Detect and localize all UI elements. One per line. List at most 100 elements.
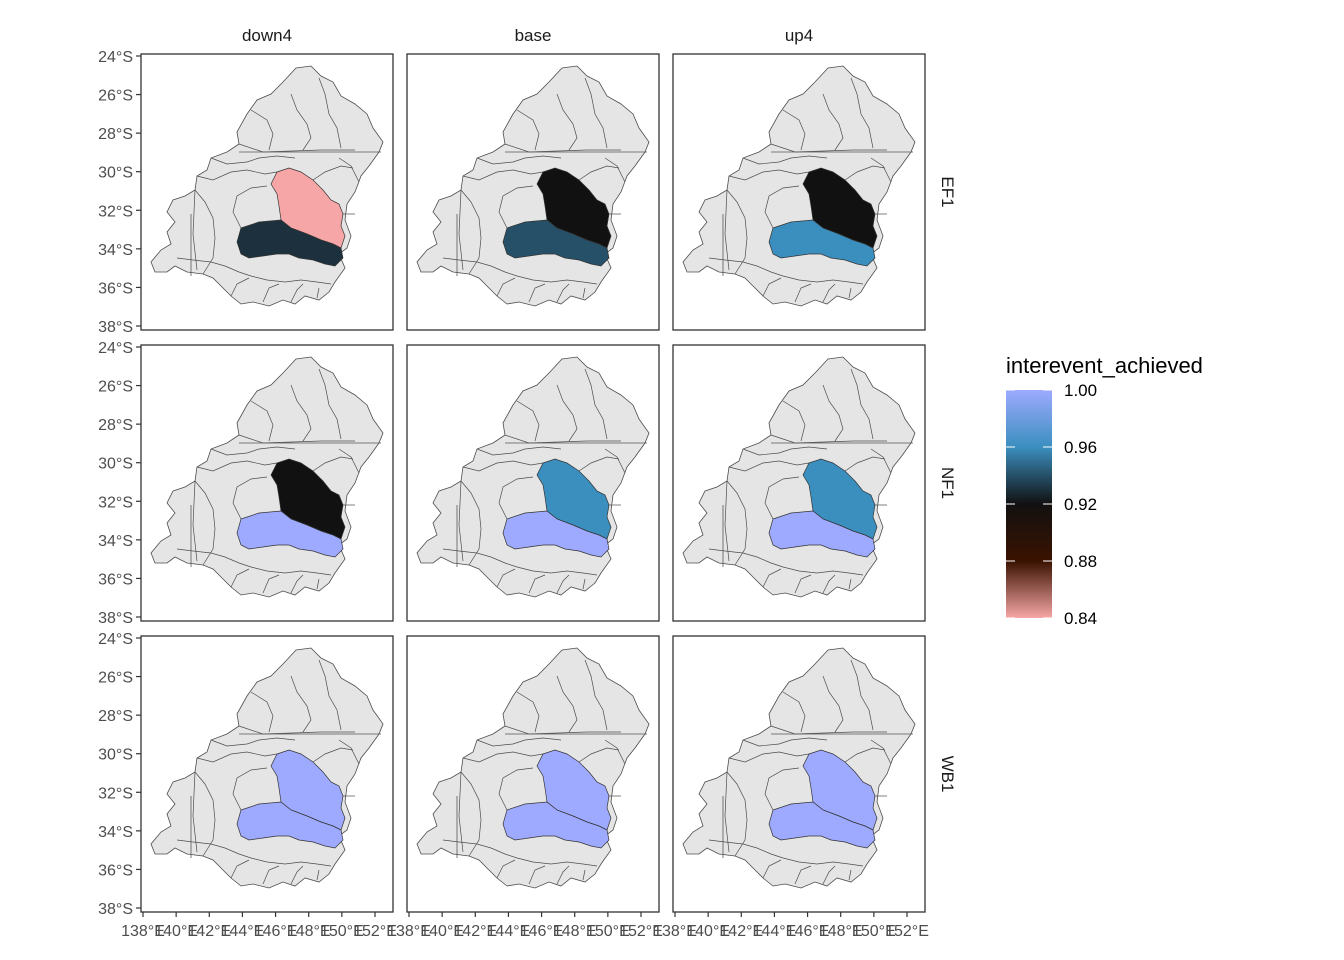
catchment-boundary	[496, 277, 516, 297]
map-panel-ef1-up4	[672, 53, 926, 331]
x-tick-label: 138°E	[653, 923, 697, 940]
x-tick-label: 146°E	[786, 923, 830, 940]
catchment-boundary	[192, 480, 198, 562]
catchment-boundary	[312, 165, 354, 181]
north-catchment-fill	[802, 458, 878, 540]
column-strips: down4 base up4	[242, 26, 813, 45]
catchment-boundary	[312, 747, 354, 763]
north-catchment-fill	[536, 458, 612, 540]
x-tick-label: 146°E	[254, 923, 298, 940]
legend-break-label: 0.88	[1064, 552, 1097, 571]
legend-ticks: 1.00 0.96 0.92 0.88 0.84	[1006, 381, 1097, 628]
y-tick-label: 36°S	[98, 862, 133, 879]
x-tick-label: 152°E	[885, 923, 929, 940]
catchment-boundary	[762, 277, 782, 297]
catchment-boundary	[604, 157, 626, 183]
y-tick-label: 30°S	[98, 456, 133, 473]
catchment-boundary	[442, 257, 598, 285]
catchment-boundary	[476, 155, 562, 165]
catchment-boundary	[794, 865, 812, 885]
catchment-boundary	[822, 93, 844, 151]
catchment-boundary	[462, 169, 544, 181]
catchment-boundary	[870, 739, 892, 765]
map-panel-nf1-base	[406, 344, 660, 622]
x-tick-label: 146°E	[520, 923, 564, 940]
catchment-boundary	[194, 480, 216, 566]
x-tick-label: 152°E	[619, 923, 663, 940]
north-catchment-fill	[802, 749, 878, 831]
x-tick-label: 142°E	[453, 923, 497, 940]
catchment-boundary	[458, 771, 464, 853]
catchment-boundary	[476, 446, 562, 456]
y-tick-label: 26°S	[98, 88, 133, 105]
legend-break-label: 0.84	[1064, 609, 1097, 628]
catchment-boundary	[528, 574, 546, 594]
south-catchment-fill	[768, 801, 876, 849]
catchment-boundary	[528, 865, 546, 885]
catchment-boundary	[262, 865, 280, 885]
catchment-boundary	[726, 189, 748, 275]
catchment-boundary	[210, 737, 296, 747]
catchment-boundary	[782, 691, 806, 733]
catchment-boundary	[582, 287, 586, 299]
catchment-boundary	[262, 574, 280, 594]
y-tick-label: 24°S	[98, 49, 133, 66]
catchment-boundary	[584, 77, 608, 149]
catchment-boundary	[742, 737, 828, 747]
catchment-boundary	[764, 476, 800, 520]
catchment-boundary	[724, 480, 730, 562]
south-catchment-fill	[236, 801, 344, 849]
catchment-boundary	[338, 157, 360, 183]
legend: interevent_achieved 1.00 0.96 0.92 0.88 0.84	[1006, 353, 1203, 628]
catchment-boundary	[250, 691, 274, 733]
catchment-boundary	[516, 691, 540, 733]
y-tick-label: 30°S	[98, 165, 133, 182]
y-tick-label: 28°S	[98, 708, 133, 725]
catchment-boundary	[460, 189, 482, 275]
x-tick-label: 142°E	[187, 923, 231, 940]
catchment-boundary	[238, 143, 355, 153]
catchment-boundary	[498, 476, 534, 520]
catchment-boundary	[770, 725, 887, 735]
y-tick-label: 32°S	[98, 203, 133, 220]
catchment-boundary	[578, 165, 620, 181]
y-tick-label: 28°S	[98, 417, 133, 434]
catchment-boundary	[516, 109, 540, 151]
catchment-boundary	[442, 548, 598, 576]
catchment-boundary	[230, 568, 250, 588]
catchment-boundary	[822, 283, 836, 303]
catchment-boundary	[822, 574, 836, 594]
catchment-boundary	[822, 865, 836, 885]
x-tick-label: 140°E	[420, 923, 464, 940]
catchment-boundary	[556, 93, 578, 151]
y-tick-label: 38°S	[98, 610, 133, 627]
catchment-boundary	[462, 751, 544, 763]
catchment-boundary	[290, 675, 312, 733]
catchment-boundary	[728, 169, 810, 181]
south-catchment-fill	[502, 219, 610, 267]
catchment-boundary	[584, 659, 608, 731]
north-catchment-fill	[536, 167, 612, 249]
catchment-boundary	[230, 277, 250, 297]
catchment-boundary	[196, 460, 278, 472]
catchment-boundary	[850, 77, 874, 149]
catchment-boundary	[462, 460, 544, 472]
x-axes: 138°E140°E142°E144°E146°E148°E150°E152°E…	[121, 912, 929, 940]
catchment-boundary	[726, 480, 748, 566]
y-tick-label: 28°S	[98, 126, 133, 143]
catchment-boundary	[176, 548, 332, 576]
catchment-boundary	[556, 675, 578, 733]
map-panel-wb1-down4	[140, 635, 394, 913]
catchment-boundary	[458, 189, 464, 271]
catchment-boundary	[844, 747, 886, 763]
catchment-boundary	[232, 476, 268, 520]
catchment-boundary	[194, 189, 216, 275]
map-panel-nf1-down4	[140, 344, 394, 622]
catchment-boundary	[196, 169, 278, 181]
x-tick-label: 144°E	[753, 923, 797, 940]
catchment-boundary	[176, 839, 332, 867]
catchment-boundary	[578, 747, 620, 763]
y-tick-label: 32°S	[98, 785, 133, 802]
catchment-boundary	[556, 574, 570, 594]
